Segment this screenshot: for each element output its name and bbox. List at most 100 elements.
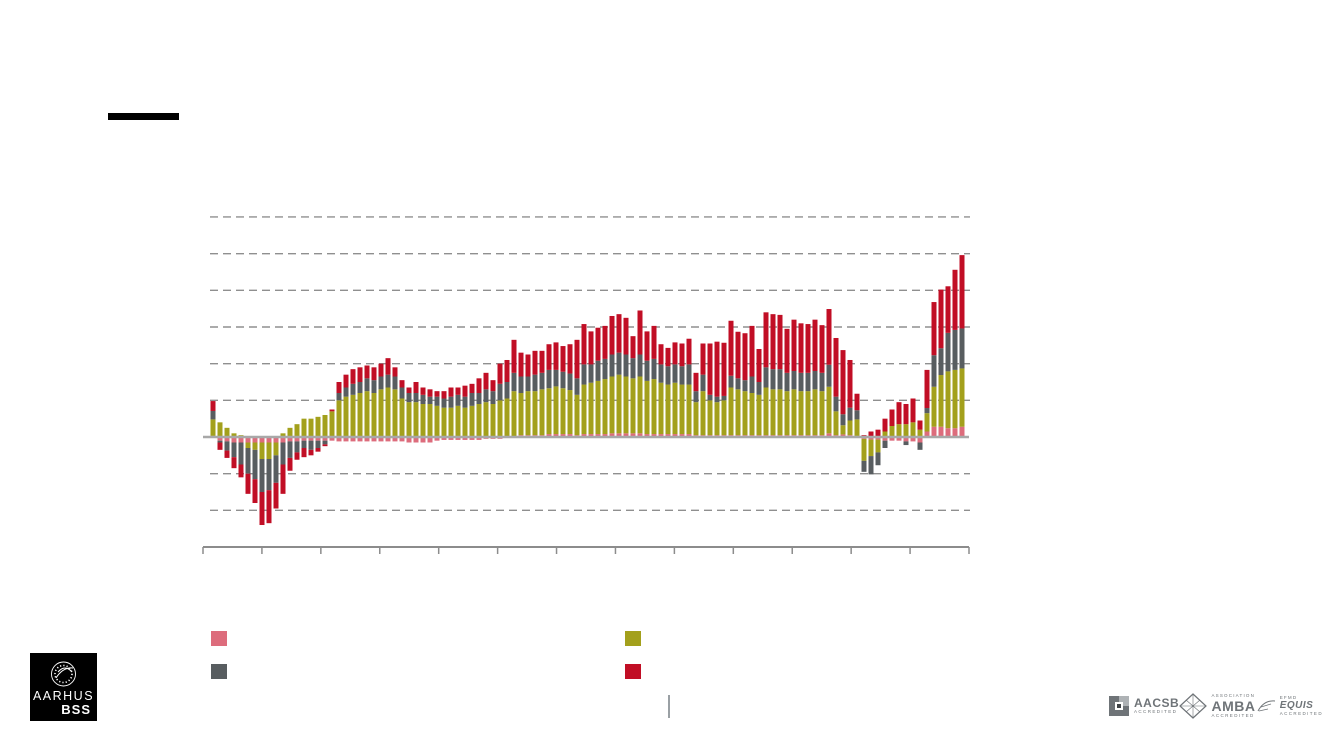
series-gray-bar-segment (259, 459, 265, 493)
series-red-bar-segment (252, 479, 258, 504)
series-olive-bar-segment (651, 379, 657, 435)
series-pink-bar-segment (623, 433, 629, 437)
series-red-bar-segment (231, 457, 237, 469)
series-olive-bar-segment (763, 387, 769, 436)
series-pink-bar-segment (217, 437, 223, 441)
series-red-bar-segment (273, 482, 279, 509)
series-red-bar-segment (455, 387, 461, 395)
series-olive-bar-segment (392, 389, 398, 437)
series-red-bar-segment (665, 347, 671, 367)
series-red-bar-segment (700, 343, 706, 375)
series-gray-bar-segment (658, 364, 664, 383)
series-gray-bar-segment (357, 381, 363, 393)
series-olive-bar-segment (630, 378, 636, 434)
equis-label: EQUIS (1279, 699, 1314, 711)
series-red-bar-segment (294, 452, 300, 460)
series-gray-bar-segment (546, 369, 552, 389)
series-gray-bar-segment (364, 378, 370, 392)
series-pink-bar-segment (924, 431, 930, 437)
series-pink-bar-segment (595, 434, 601, 437)
series-pink-bar-segment (637, 433, 643, 437)
series-gray-bar-segment (392, 376, 398, 390)
series-gray-bar-segment (518, 376, 524, 393)
series-gray-bar-segment (245, 448, 251, 474)
series-gray-bar-segment (931, 355, 937, 387)
series-olive-bar-segment (896, 424, 902, 437)
series-olive-bar-segment (280, 433, 286, 437)
series-olive-bar-segment (406, 402, 412, 437)
series-gray-bar-segment (343, 387, 349, 397)
series-olive-bar-segment (553, 386, 559, 435)
series-red-bar-segment (399, 380, 405, 388)
series-olive-bar-segment (917, 429, 923, 437)
series-gray-bar-segment (560, 371, 566, 389)
series-olive-bar-segment (595, 380, 601, 435)
series-olive-bar-segment (623, 376, 629, 434)
series-red-bar-segment (952, 269, 958, 330)
series-pink-bar-segment (357, 437, 363, 442)
series-red-bar-segment (511, 339, 517, 373)
series-olive-bar-segment (910, 422, 916, 437)
series-olive-bar-segment (462, 407, 468, 437)
accreditation-logos: AACSB ACCREDITED ASSOCIATION AMBA ACCRED… (1108, 688, 1323, 724)
amba-toplabel: ASSOCIATION (1211, 693, 1256, 698)
series-olive-bar-segment (616, 374, 622, 434)
series-red-bar-segment (595, 327, 601, 361)
series-red-bar-segment (378, 363, 384, 377)
series-red-bar-segment (553, 342, 559, 370)
series-red-bar-segment (826, 309, 832, 365)
series-olive-bar-segment (609, 376, 615, 434)
series-pink-bar-segment (546, 434, 552, 437)
series-red-bar-segment (882, 418, 888, 432)
series-gray-bar-segment (553, 369, 559, 387)
series-olive-bar-segment (371, 392, 377, 437)
series-pink-bar-segment (588, 434, 594, 437)
series-pink-bar-segment (427, 437, 433, 443)
series-red-bar-segment (819, 325, 825, 373)
series-red-bar-segment (217, 442, 223, 450)
series-olive-bar-segment (658, 382, 664, 435)
series-gray-bar-segment (371, 380, 377, 393)
series-red-bar-segment (742, 333, 748, 381)
series-red-bar-segment (301, 448, 307, 458)
series-pink-bar-segment (294, 437, 300, 442)
series-olive-bar-segment (308, 418, 314, 437)
series-pink-bar-segment (252, 437, 258, 443)
series-red-bar-segment (420, 387, 426, 395)
series-gray-bar-segment (826, 364, 832, 387)
series-olive-bar-segment (217, 422, 223, 437)
series-gray-bar-segment (770, 369, 776, 390)
series-red-bar-segment (504, 359, 510, 382)
series-olive-bar-segment (434, 405, 440, 437)
series-olive-bar-segment (693, 402, 699, 436)
series-gray-bar-segment (301, 440, 307, 449)
series-red-bar-segment (784, 328, 790, 373)
series-pink-bar-segment (455, 437, 461, 440)
equis-sublabel: ACCREDITED (1279, 710, 1323, 716)
series-gray-bar-segment (959, 328, 965, 369)
legend-swatch-olive (625, 631, 641, 646)
series-pink-bar-segment (896, 437, 902, 441)
series-olive-bar-segment (882, 431, 888, 437)
series-pink-bar-segment (959, 426, 965, 437)
series-olive-bar-segment (840, 425, 846, 435)
series-gray-bar-segment (476, 392, 482, 404)
series-olive-bar-segment (588, 382, 594, 435)
aacsb-label: AACSB (1134, 696, 1180, 711)
series-pink-bar-segment (630, 433, 636, 437)
series-gray-bar-segment (938, 348, 944, 376)
series-gray-bar-segment (777, 369, 783, 390)
series-red-bar-segment (630, 336, 636, 359)
series-red-bar-segment (707, 343, 713, 395)
series-gray-bar-segment (672, 364, 678, 383)
series-olive-bar-segment (259, 442, 265, 460)
series-pink-bar-segment (672, 434, 678, 437)
series-gray-bar-segment (700, 374, 706, 392)
series-olive-bar-segment (273, 442, 279, 456)
series-gray-bar-segment (882, 440, 888, 449)
series-pink-bar-segment (448, 437, 454, 440)
series-gray-bar-segment (378, 376, 384, 390)
series-red-bar-segment (364, 365, 370, 379)
series-gray-bar-segment (798, 372, 804, 392)
series-red-bar-segment (651, 325, 657, 359)
